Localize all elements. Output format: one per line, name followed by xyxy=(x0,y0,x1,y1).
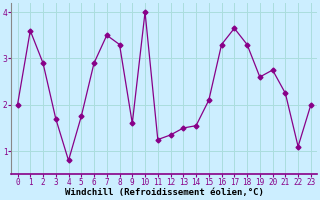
X-axis label: Windchill (Refroidissement éolien,°C): Windchill (Refroidissement éolien,°C) xyxy=(65,188,264,197)
